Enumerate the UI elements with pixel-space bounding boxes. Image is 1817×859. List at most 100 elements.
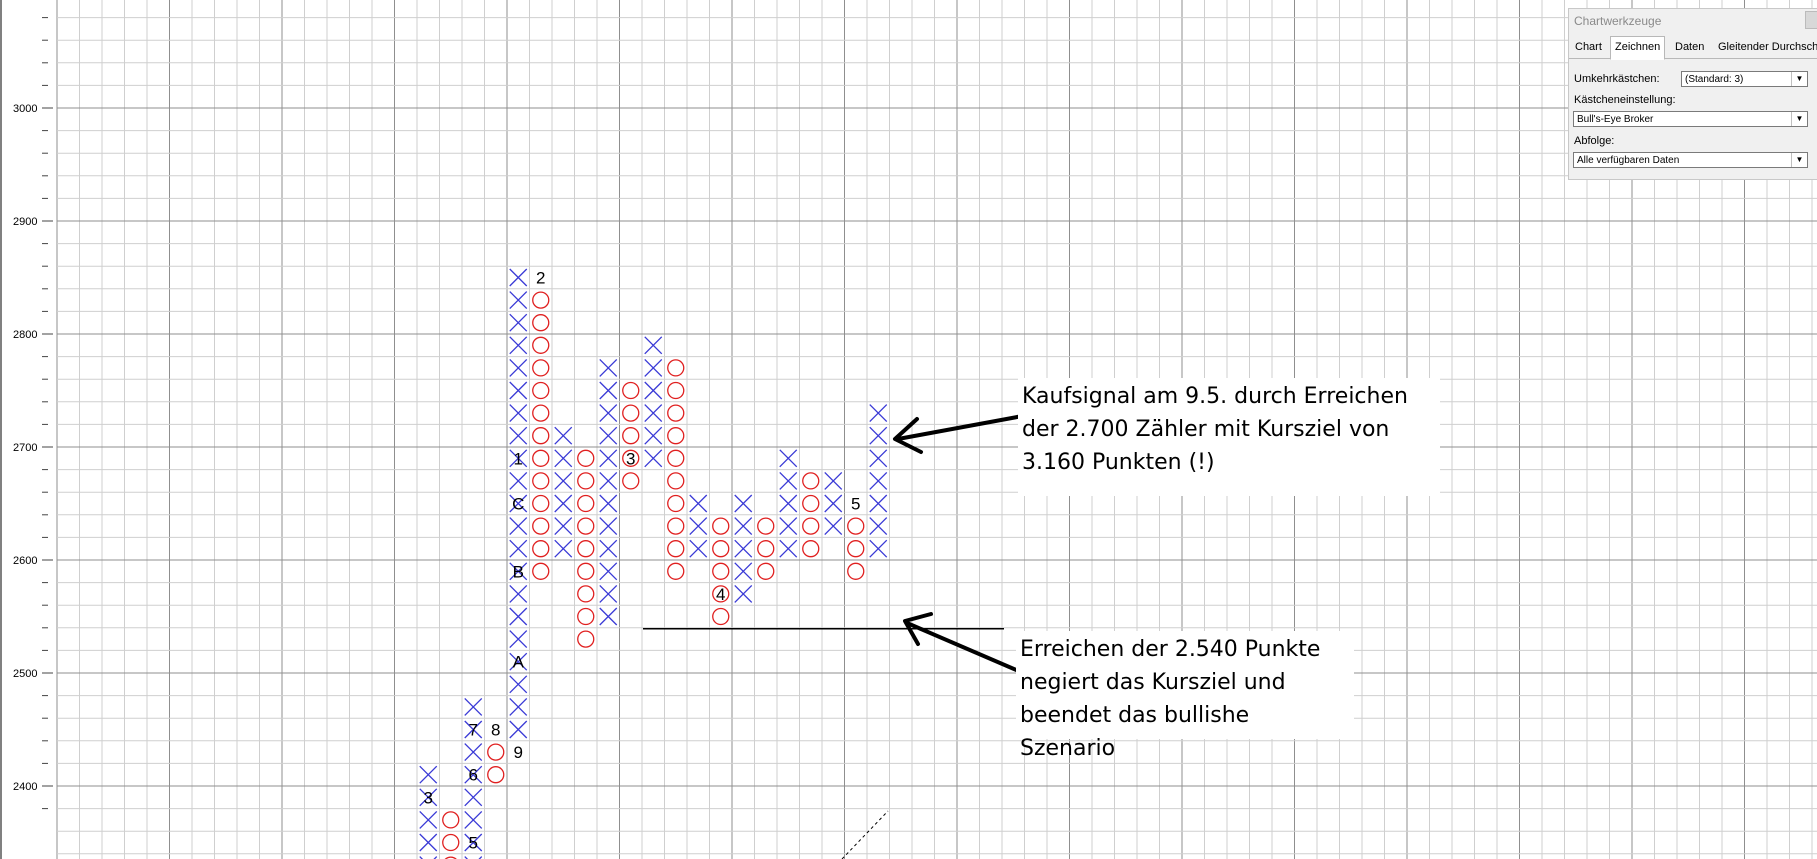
x-mark bbox=[734, 494, 753, 513]
x-mark bbox=[599, 494, 618, 513]
o-mark bbox=[532, 381, 550, 400]
chevron-down-icon[interactable]: ▼ bbox=[1791, 112, 1807, 126]
o-mark bbox=[757, 562, 775, 580]
annotation-neg-line-2: negiert das Kursziel und bbox=[1020, 670, 1286, 695]
x-mark bbox=[644, 336, 663, 355]
o-mark bbox=[622, 404, 640, 422]
x-mark bbox=[509, 313, 528, 332]
o-mark bbox=[532, 540, 550, 558]
o-mark bbox=[847, 562, 865, 580]
o-mark bbox=[667, 494, 685, 513]
x-mark bbox=[464, 833, 483, 852]
chart-marks: 3 5 6 7 89 A B C 1 2 3 4 5 bbox=[419, 269, 1004, 859]
x-mark bbox=[509, 336, 528, 355]
annotation-neg-line-3: beendet das bullishe Szenario bbox=[1020, 703, 1250, 761]
kaestchen-select[interactable]: Bull's-Eye Broker ▼ bbox=[1573, 111, 1808, 127]
o-mark bbox=[577, 449, 595, 467]
chart-grid bbox=[56, 0, 1817, 859]
x-mark bbox=[599, 562, 618, 581]
x-mark bbox=[509, 675, 528, 694]
arrow-support-head bbox=[903, 612, 933, 646]
chart-tools-panel[interactable]: Chartwerkzeuge Chart Zeichnen Daten Glei… bbox=[1568, 8, 1817, 180]
x-mark bbox=[689, 539, 708, 558]
month-label: A bbox=[513, 653, 525, 672]
umkehr-label: Umkehrkästchen: bbox=[1574, 73, 1660, 85]
o-mark bbox=[532, 427, 550, 445]
o-mark bbox=[667, 427, 685, 445]
annotation-neg-line-1: Erreichen der 2.540 Punkte bbox=[1020, 637, 1321, 662]
month-label: 6 bbox=[469, 766, 478, 785]
y-tick-label: 2500 bbox=[13, 668, 37, 680]
abfolge-value: Alle verfügbaren Daten bbox=[1577, 155, 1680, 166]
annotation-buy-line-2: der 2.700 Zähler mit Kursziel von bbox=[1022, 417, 1390, 442]
chevron-down-icon[interactable]: ▼ bbox=[1791, 72, 1807, 86]
o-mark bbox=[667, 449, 685, 467]
o-mark bbox=[577, 517, 595, 535]
x-mark bbox=[464, 743, 483, 762]
o-mark bbox=[667, 517, 685, 535]
x-mark bbox=[509, 539, 528, 558]
arrow-support-shaft bbox=[906, 621, 1029, 677]
o-mark bbox=[532, 314, 550, 332]
x-mark bbox=[869, 449, 888, 468]
o-mark bbox=[577, 607, 595, 626]
x-mark bbox=[509, 404, 528, 423]
o-mark bbox=[622, 427, 640, 445]
chevron-down-icon[interactable]: ▼ bbox=[1791, 153, 1807, 167]
abfolge-label: Abfolge: bbox=[1574, 135, 1615, 147]
x-mark bbox=[509, 607, 528, 626]
umkehr-value: (Standard: 3) bbox=[1685, 74, 1744, 85]
abfolge-select[interactable]: Alle verfügbaren Daten ▼ bbox=[1573, 152, 1808, 168]
x-mark bbox=[509, 449, 528, 468]
x-mark bbox=[689, 494, 708, 513]
month-label: 5 bbox=[851, 495, 860, 514]
panel-close-button[interactable] bbox=[1805, 11, 1817, 29]
x-mark bbox=[869, 426, 888, 445]
tab-gleitender-durchschnitt[interactable]: Gleitender Durchschnitt bbox=[1718, 41, 1817, 53]
o-mark bbox=[487, 743, 505, 761]
x-mark bbox=[464, 765, 483, 784]
o-mark bbox=[667, 404, 685, 422]
o-mark bbox=[487, 766, 505, 784]
x-mark bbox=[734, 584, 753, 603]
o-mark bbox=[442, 833, 460, 852]
x-mark bbox=[599, 607, 618, 626]
o-mark bbox=[622, 449, 640, 467]
x-mark bbox=[509, 584, 528, 603]
x-mark bbox=[779, 471, 798, 490]
tab-chart[interactable]: Chart bbox=[1575, 41, 1602, 53]
x-mark bbox=[464, 788, 483, 807]
x-mark bbox=[464, 720, 483, 739]
kaestchen-value: Bull's-Eye Broker bbox=[1577, 114, 1654, 125]
o-mark bbox=[712, 562, 730, 580]
o-mark bbox=[712, 517, 730, 535]
x-mark bbox=[509, 652, 528, 671]
o-mark bbox=[712, 607, 730, 626]
o-mark bbox=[802, 494, 820, 513]
x-mark bbox=[599, 539, 618, 558]
x-mark bbox=[644, 358, 663, 377]
o-mark bbox=[712, 540, 730, 558]
kaestchen-label: Kästcheneinstellung: bbox=[1574, 94, 1676, 106]
annotation-buy-signal: Kaufsignal am 9.5. durch Erreichen der 2… bbox=[1018, 378, 1440, 496]
o-mark bbox=[532, 449, 550, 467]
o-mark bbox=[802, 472, 820, 490]
o-mark bbox=[577, 585, 595, 603]
x-mark bbox=[554, 449, 573, 468]
o-mark bbox=[757, 517, 775, 535]
x-mark bbox=[509, 381, 528, 400]
x-mark bbox=[869, 404, 888, 423]
o-mark bbox=[577, 494, 595, 513]
x-mark bbox=[509, 517, 528, 536]
o-mark bbox=[442, 811, 460, 829]
umkehr-select[interactable]: (Standard: 3) ▼ bbox=[1681, 71, 1808, 87]
month-label: 3 bbox=[626, 449, 635, 468]
o-mark bbox=[532, 494, 550, 513]
tab-daten[interactable]: Daten bbox=[1675, 41, 1705, 53]
tab-zeichnen[interactable]: Zeichnen bbox=[1610, 36, 1666, 60]
x-mark bbox=[554, 494, 573, 513]
x-mark bbox=[509, 471, 528, 490]
x-mark bbox=[599, 471, 618, 490]
month-label: 8 bbox=[491, 721, 500, 740]
x-mark bbox=[779, 539, 798, 558]
